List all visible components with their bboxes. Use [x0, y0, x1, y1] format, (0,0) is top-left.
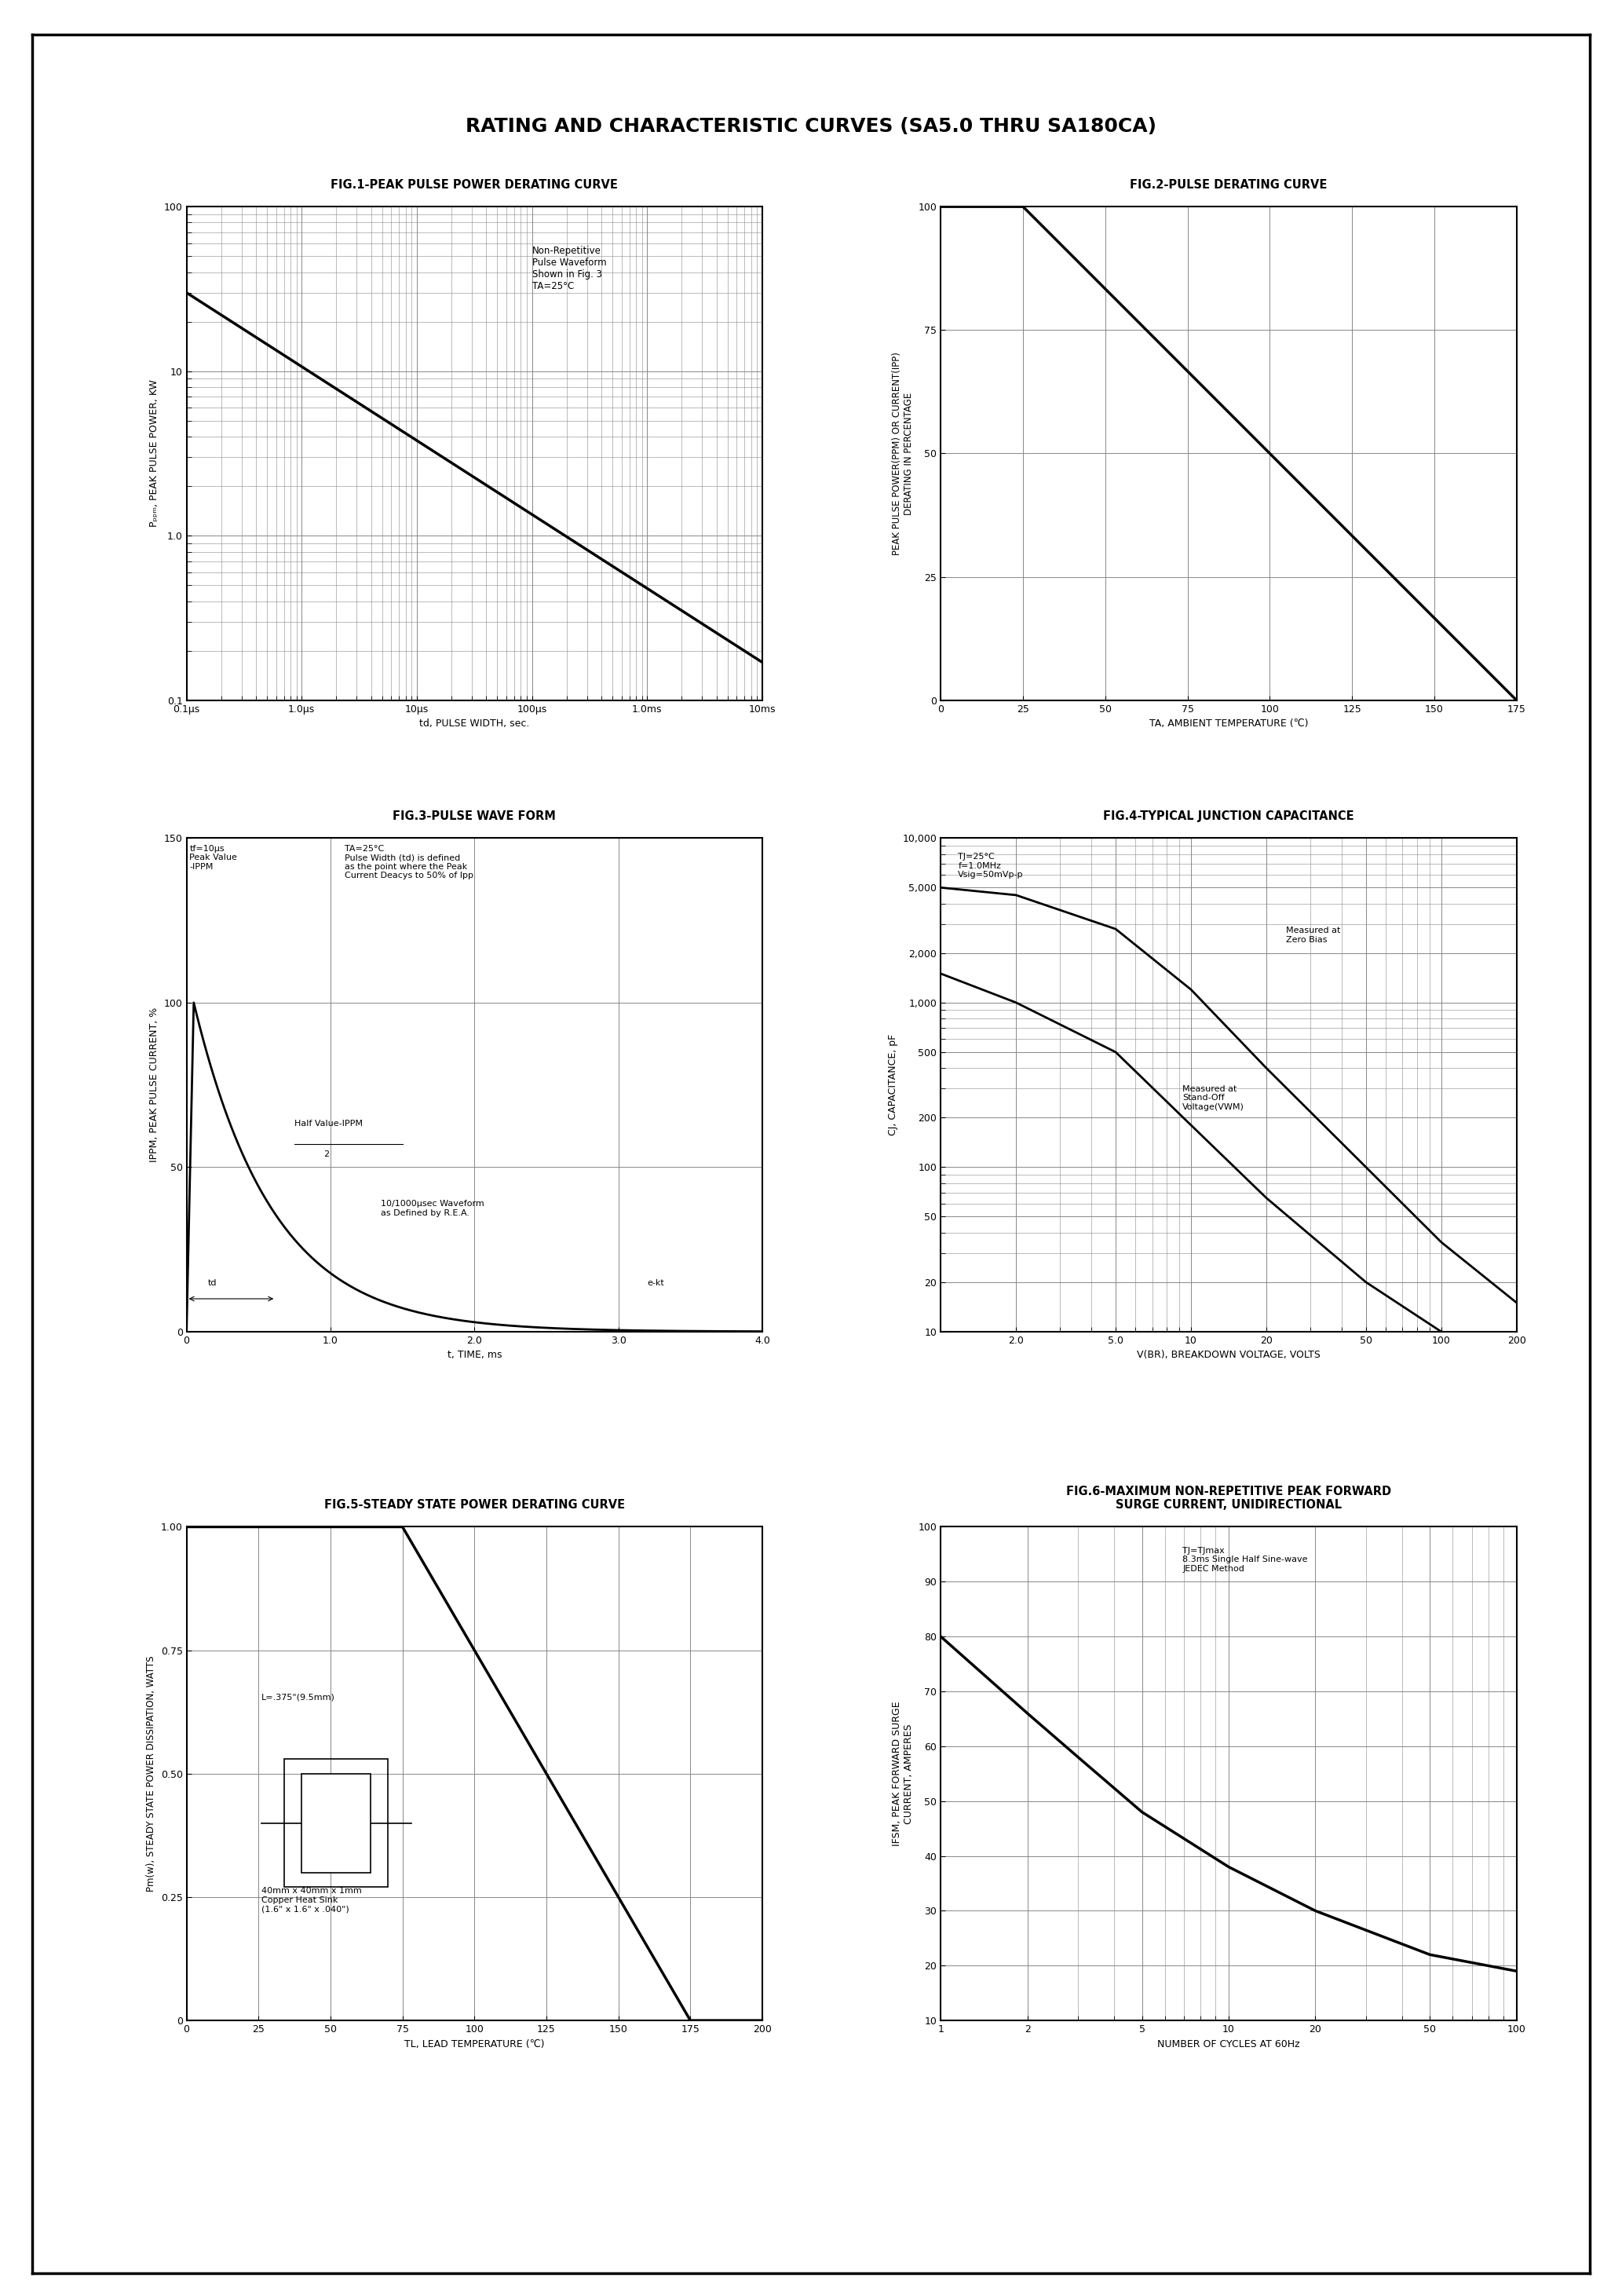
Text: TA=25°C
Pulse Width (td) is defined
as the point where the Peak
Current Deacys t: TA=25°C Pulse Width (td) is defined as t… [345, 845, 474, 879]
X-axis label: TA, AMBIENT TEMPERATURE (℃): TA, AMBIENT TEMPERATURE (℃) [1148, 719, 1309, 728]
Bar [284, 1759, 388, 1887]
Text: Measured at
Stand-Off
Voltage(VWM): Measured at Stand-Off Voltage(VWM) [1182, 1086, 1244, 1111]
Y-axis label: Pₚₚₘ, PEAK PULSE POWER, KW: Pₚₚₘ, PEAK PULSE POWER, KW [149, 379, 159, 528]
Text: Measured at
Zero Bias: Measured at Zero Bias [1286, 928, 1341, 944]
Text: td: td [208, 1279, 217, 1288]
X-axis label: TL, LEAD TEMPERATURE (℃): TL, LEAD TEMPERATURE (℃) [404, 2039, 545, 2048]
Text: 10/1000μsec Waveform
as Defined by R.E.A.: 10/1000μsec Waveform as Defined by R.E.A… [381, 1201, 485, 1217]
Y-axis label: IFSM, PEAK FORWARD SURGE
CURRENT, AMPERES: IFSM, PEAK FORWARD SURGE CURRENT, AMPERE… [892, 1701, 913, 1846]
Text: FIG.3-PULSE WAVE FORM: FIG.3-PULSE WAVE FORM [393, 810, 556, 822]
Text: 40mm x 40mm x 1mm
Copper Heat Sink
(1.6" x 1.6" x .040"): 40mm x 40mm x 1mm Copper Heat Sink (1.6"… [261, 1887, 362, 1913]
Y-axis label: IPPM, PEAK PULSE CURRENT, %: IPPM, PEAK PULSE CURRENT, % [149, 1008, 159, 1162]
Y-axis label: CJ, CAPACITANCE, pF: CJ, CAPACITANCE, pF [887, 1033, 899, 1137]
X-axis label: V(BR), BREAKDOWN VOLTAGE, VOLTS: V(BR), BREAKDOWN VOLTAGE, VOLTS [1137, 1350, 1320, 1359]
Text: FIG.6-MAXIMUM NON-REPETITIVE PEAK FORWARD
SURGE CURRENT, UNIDIRECTIONAL: FIG.6-MAXIMUM NON-REPETITIVE PEAK FORWAR… [1066, 1486, 1392, 1511]
Text: RATING AND CHARACTERISTIC CURVES (SA5.0 THRU SA180CA): RATING AND CHARACTERISTIC CURVES (SA5.0 … [466, 117, 1156, 135]
Text: TJ=TJmax
8.3ms Single Half Sine-wave
JEDEC Method: TJ=TJmax 8.3ms Single Half Sine-wave JED… [1182, 1548, 1307, 1573]
Text: FIG.4-TYPICAL JUNCTION CAPACITANCE: FIG.4-TYPICAL JUNCTION CAPACITANCE [1103, 810, 1354, 822]
Text: tf=10μs
Peak Value
-IPPM: tf=10μs Peak Value -IPPM [190, 845, 237, 870]
Text: L=.375"(9.5mm): L=.375"(9.5mm) [261, 1694, 336, 1701]
X-axis label: t, TIME, ms: t, TIME, ms [448, 1350, 501, 1359]
Y-axis label: PEAK PULSE POWER(PPM) OR CURRENT(IPP)
DERATING IN PERCENTAGE: PEAK PULSE POWER(PPM) OR CURRENT(IPP) DE… [892, 351, 913, 556]
X-axis label: NUMBER OF CYCLES AT 60Hz: NUMBER OF CYCLES AT 60Hz [1158, 2039, 1299, 2048]
Text: FIG.1-PEAK PULSE POWER DERATING CURVE: FIG.1-PEAK PULSE POWER DERATING CURVE [331, 179, 618, 191]
Text: FIG.2-PULSE DERATING CURVE: FIG.2-PULSE DERATING CURVE [1131, 179, 1327, 191]
Text: FIG.5-STEADY STATE POWER DERATING CURVE: FIG.5-STEADY STATE POWER DERATING CURVE [324, 1499, 624, 1511]
Bar [302, 1773, 371, 1874]
Text: Half Value-IPPM: Half Value-IPPM [295, 1120, 363, 1127]
Text: e-kt: e-kt [647, 1279, 665, 1288]
Text: 2: 2 [323, 1150, 329, 1159]
Text: TJ=25°C
f=1.0MHz
Vsig=50mVp-p: TJ=25°C f=1.0MHz Vsig=50mVp-p [959, 852, 1023, 879]
X-axis label: td, PULSE WIDTH, sec.: td, PULSE WIDTH, sec. [420, 719, 529, 728]
Text: Non-Repetitive
Pulse Waveform
Shown in Fig. 3
TA=25°C: Non-Repetitive Pulse Waveform Shown in F… [532, 246, 607, 292]
Y-axis label: Pm(w), STEADY STATE POWER DISSIPATION, WATTS: Pm(w), STEADY STATE POWER DISSIPATION, W… [146, 1655, 156, 1892]
